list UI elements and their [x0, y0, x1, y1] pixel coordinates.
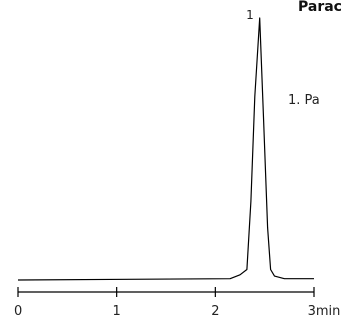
chromatogram-trace [17, 17, 314, 281]
x-tick-label: 2 [211, 304, 219, 319]
peak-annotations: 1 [246, 8, 254, 22]
x-axis: 0 1 2 3min [14, 287, 340, 319]
x-tick-label: 3min [308, 304, 341, 319]
x-tick-label: 0 [14, 304, 22, 319]
peak-label: 1 [246, 8, 254, 22]
x-tick-label: 1 [113, 304, 121, 319]
legend-entry: 1. Pa [288, 93, 320, 108]
series-group [17, 17, 314, 281]
chart-title: Parac [298, 0, 342, 15]
